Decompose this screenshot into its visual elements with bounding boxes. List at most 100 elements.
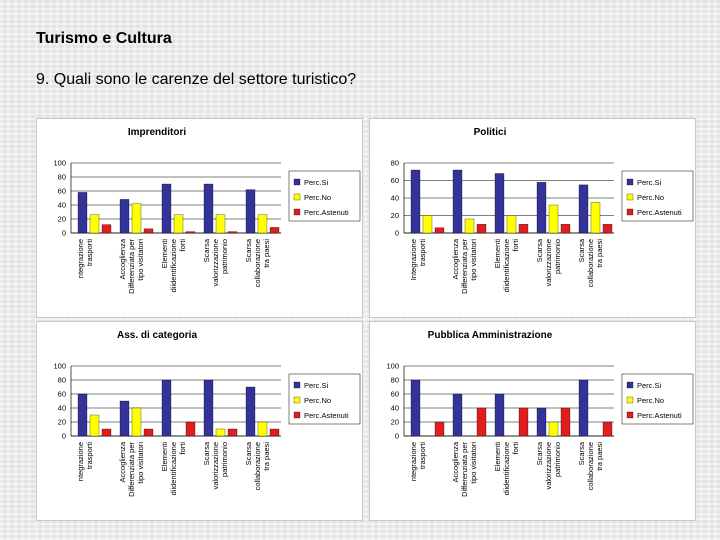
y-tick-label: 100 — [53, 362, 66, 371]
category-label: diidentificazione — [169, 442, 178, 495]
category-label: collaborazione — [253, 442, 262, 490]
legend-label: Perc.Si — [637, 381, 662, 390]
category-label: Accoglienza — [451, 441, 460, 482]
category-label: patrimonio — [553, 239, 562, 274]
legend-swatch — [626, 208, 634, 216]
category-label: trasporti — [85, 442, 94, 469]
category-label: Scarsa — [202, 441, 211, 465]
legend-swatch — [626, 178, 634, 186]
bar-percno — [89, 214, 100, 234]
legend-label: Perc.No — [304, 396, 331, 405]
y-tick-label: 0 — [395, 229, 399, 238]
chart-title: Imprenditori — [128, 127, 187, 138]
category-label: Integrazione — [409, 239, 418, 280]
legend-swatch — [626, 193, 634, 201]
bar-percsi — [578, 184, 589, 234]
legend-label: Perc.Astenuti — [637, 208, 682, 217]
y-tick-label: 60 — [58, 390, 66, 399]
legend-swatch — [626, 411, 634, 419]
y-tick-label: 0 — [62, 229, 66, 238]
bar-percsi — [410, 379, 421, 437]
legend-box — [288, 373, 361, 425]
category-label: valorizzazione — [211, 239, 220, 287]
bar-percsi — [410, 169, 421, 234]
category-label: Accoglienza — [118, 441, 127, 482]
category-label: Elementi — [160, 442, 169, 472]
bar-percastenuti — [476, 407, 487, 437]
category-label: collaborazione — [586, 442, 595, 490]
bar-percastenuti — [227, 231, 238, 234]
bar-percsi — [494, 393, 505, 437]
category-label: tipo visitatori — [469, 239, 478, 281]
bar-percastenuti — [227, 428, 238, 437]
bar-percsi — [203, 379, 214, 437]
category-label: tra paesi — [595, 239, 604, 268]
bar-percastenuti — [143, 228, 154, 234]
y-tick-label: 20 — [391, 211, 399, 220]
chart-panel-pubblica-amministrazione: Pubblica Amministrazione 0 20 40 60 80 100 nteg… — [369, 321, 696, 521]
category-label: valorizzazione — [211, 442, 220, 490]
category-label: Scarsa — [244, 238, 253, 262]
category-label: forti — [178, 442, 187, 455]
bar-percastenuti — [269, 227, 280, 234]
category-label: tipo visitatori — [469, 442, 478, 484]
category-label: Elementi — [493, 442, 502, 472]
category-label: trasporti — [85, 239, 94, 266]
category-label: Differenziata per — [460, 239, 469, 294]
category-label: Scarsa — [244, 441, 253, 465]
bar-percno — [464, 218, 475, 234]
category-label: Accoglienza — [118, 238, 127, 279]
chart-title: Ass. di categoria — [117, 330, 197, 341]
y-tick-label: 80 — [58, 173, 66, 182]
bar-percsi — [452, 393, 463, 437]
category-label: Differenziata per — [127, 239, 136, 294]
category-label: diidentificazione — [502, 239, 511, 292]
legend-swatch — [293, 208, 301, 216]
bar-percno — [131, 407, 142, 437]
y-tick-label: 100 — [53, 159, 66, 168]
category-label: forti — [511, 442, 520, 455]
category-label: valorizzazione — [544, 239, 553, 287]
bar-percastenuti — [434, 421, 445, 437]
y-tick-label: 80 — [58, 376, 66, 385]
category-label: collaborazione — [253, 239, 262, 287]
chart-panel-imprenditori: Imprenditori 0 20 40 60 80 100 ntegrazione trasp… — [36, 118, 363, 318]
legend-label: Perc.No — [637, 193, 664, 202]
legend-swatch — [293, 178, 301, 186]
chart-panel-ass-categoria: Ass. di categoria 0 20 40 60 80 100 ntegrazione… — [36, 321, 363, 521]
bar-percno — [422, 215, 433, 234]
legend-box — [621, 170, 694, 222]
chart-politici: Politici 0 20 40 60 80 Integrazione trasporti Ac… — [391, 127, 694, 294]
category-label: Differenziata per — [460, 442, 469, 497]
bar-percsi — [119, 199, 130, 234]
bar-percsi — [77, 393, 88, 437]
category-label: Scarsa — [535, 441, 544, 465]
bar-percno — [590, 202, 601, 234]
bar-percsi — [245, 386, 256, 437]
category-label: ntegrazione — [76, 239, 85, 278]
y-tick-label: 40 — [391, 404, 399, 413]
y-tick-label: 60 — [391, 390, 399, 399]
bar-percsi — [203, 183, 214, 234]
y-tick-label: 20 — [58, 418, 66, 427]
legend-box — [621, 373, 694, 425]
y-tick-label: 40 — [58, 404, 66, 413]
bar-percastenuti — [185, 421, 196, 437]
bar-percsi — [77, 192, 88, 234]
legend-swatch — [293, 411, 301, 419]
y-tick-label: 80 — [391, 376, 399, 385]
category-label: tra paesi — [262, 442, 271, 471]
bar-percastenuti — [101, 428, 112, 437]
chart-title: Politici — [474, 127, 507, 138]
bar-percno — [173, 214, 184, 234]
legend-label: Perc.Si — [304, 178, 329, 187]
category-label: diidentificazione — [169, 239, 178, 292]
bar-percsi — [578, 379, 589, 437]
category-label: patrimonio — [553, 442, 562, 477]
category-label: forti — [178, 239, 187, 252]
y-tick-label: 0 — [395, 432, 399, 441]
bar-percno — [506, 215, 517, 234]
category-label: Elementi — [493, 239, 502, 269]
bar-percastenuti — [185, 231, 196, 234]
bar-percno — [548, 204, 559, 234]
